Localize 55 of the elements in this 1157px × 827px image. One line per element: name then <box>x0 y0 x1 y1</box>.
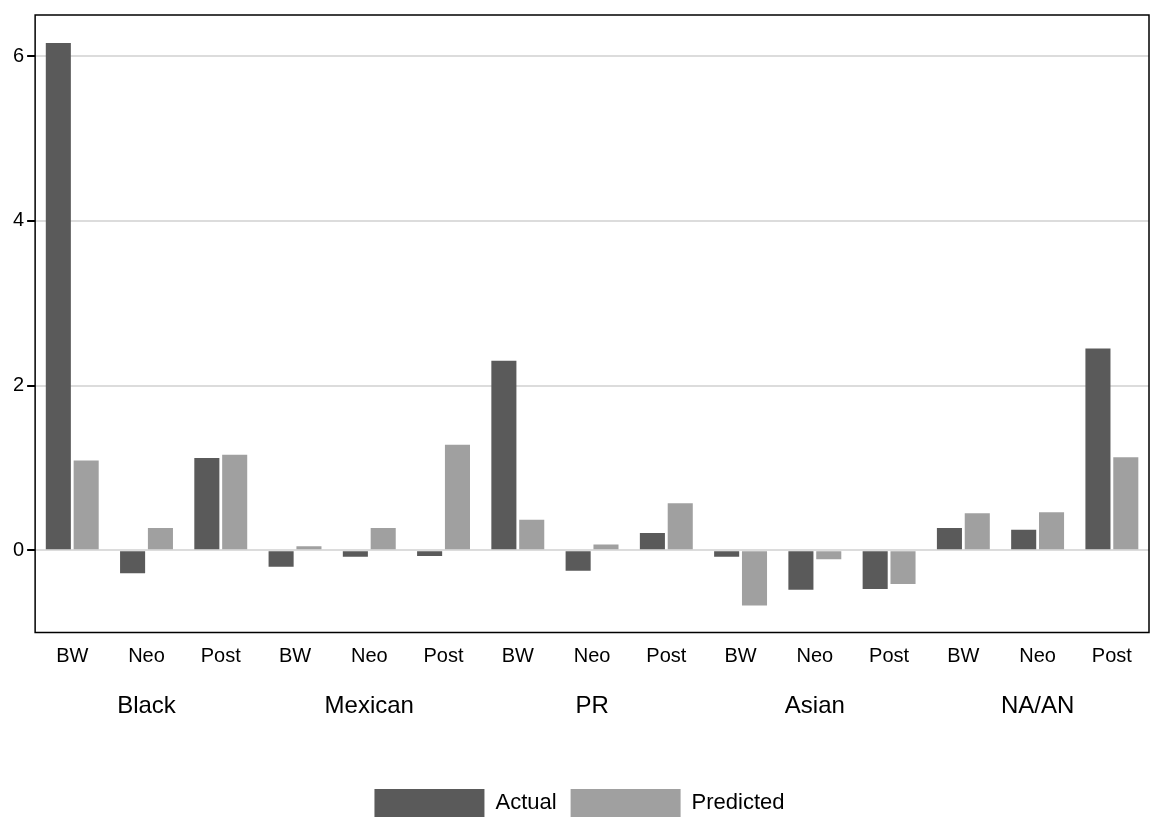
x-tick-label: BW <box>724 644 757 667</box>
legend-label: Actual <box>495 789 557 815</box>
bar <box>491 360 517 550</box>
bar <box>862 551 888 589</box>
bar <box>964 513 990 550</box>
bar <box>370 528 396 550</box>
bar <box>296 546 322 550</box>
bar <box>1011 529 1037 550</box>
bar <box>565 551 591 571</box>
bar <box>444 444 470 550</box>
y-tick-label: 4 <box>13 208 25 231</box>
x-tick-label: Neo <box>128 644 165 667</box>
bar <box>593 544 619 550</box>
bar <box>639 532 665 550</box>
x-tick-label: Post <box>646 644 687 667</box>
x-tick-label: Neo <box>350 644 388 667</box>
x-tick-label: Post <box>200 644 242 667</box>
bar <box>1039 512 1065 550</box>
x-tick-label: Neo <box>796 644 834 667</box>
x-tick-label: Neo <box>573 644 611 667</box>
x-tick-label: BW <box>56 644 89 667</box>
bar <box>120 551 146 574</box>
x-tick-label: BW <box>278 644 312 667</box>
x-tick-label: BW <box>947 644 980 667</box>
bar <box>741 551 768 606</box>
bar <box>936 528 962 550</box>
bar <box>1085 348 1111 550</box>
legend-label: Predicted <box>691 789 785 815</box>
bar <box>417 551 443 557</box>
x-tick-label: Post <box>423 644 464 667</box>
bar <box>342 551 368 557</box>
y-tick-label: 6 <box>13 43 25 66</box>
x-tick-label: BW <box>501 644 535 667</box>
text: PR <box>575 691 609 719</box>
bar <box>268 551 294 567</box>
bar <box>73 460 99 550</box>
bar <box>788 551 814 590</box>
bar <box>147 528 173 550</box>
text: Asian <box>784 691 845 719</box>
bar <box>667 503 693 550</box>
bar <box>519 519 545 550</box>
text: Black <box>117 691 177 719</box>
bar <box>890 551 916 585</box>
text: Mexican <box>324 691 414 719</box>
x-tick-label: Neo <box>1019 644 1056 667</box>
bar <box>194 458 220 550</box>
bar <box>816 551 842 560</box>
bar <box>1113 457 1139 550</box>
x-tick-label: Post <box>869 644 910 667</box>
x-tick-label: Post <box>1091 644 1133 667</box>
y-tick-label: 0 <box>13 537 25 560</box>
bar <box>714 551 740 557</box>
text: NA/AN <box>1000 691 1075 719</box>
bar <box>222 454 248 550</box>
y-tick-label: 2 <box>13 373 25 396</box>
